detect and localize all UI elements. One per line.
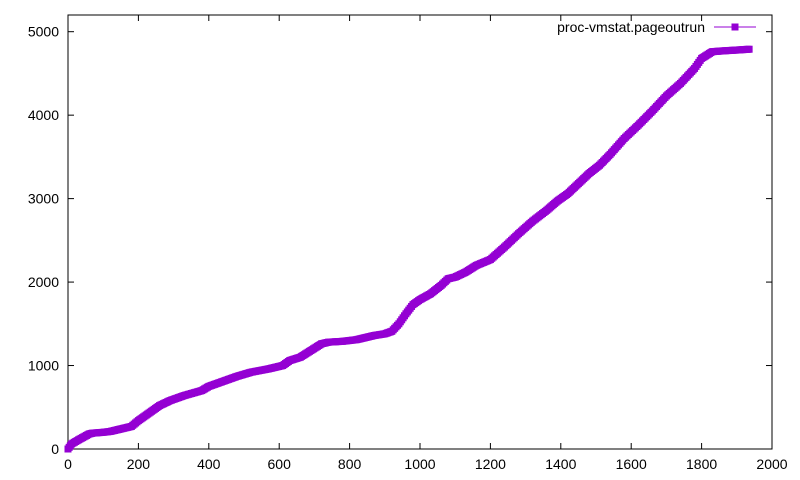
x-tick-label: 1200 <box>475 456 506 472</box>
x-tick-label: 1800 <box>686 456 717 472</box>
x-tick-label: 1400 <box>545 456 576 472</box>
data-point-marker <box>745 45 753 53</box>
legend-marker-swatch <box>731 23 739 31</box>
plot-frame <box>67 14 773 450</box>
series-line <box>66 47 751 451</box>
x-tick-label: 0 <box>64 456 72 472</box>
y-tick-label: 3000 <box>28 191 59 207</box>
x-tick-label: 1600 <box>616 456 647 472</box>
x-tick-label: 800 <box>338 456 362 472</box>
plot-frame-layer <box>67 14 773 450</box>
y-tick-label: 4000 <box>28 107 59 123</box>
y-tick-label: 1000 <box>28 358 59 374</box>
x-tick-label: 2000 <box>756 456 787 472</box>
x-tick-label: 1000 <box>404 456 435 472</box>
x-tick-label: 400 <box>197 456 221 472</box>
x-tick-label: 600 <box>268 456 292 472</box>
y-tick-label: 5000 <box>28 24 59 40</box>
ticks-layer: 0 200 400 600 800 1000 1200 1400 1600 1800 2000 0 10… <box>28 15 788 472</box>
legend-label: proc-vmstat.pageoutrun <box>557 19 705 35</box>
x-tick-label: 200 <box>127 456 151 472</box>
y-tick-label: 0 <box>51 441 59 457</box>
series-layer <box>64 45 753 453</box>
legend: proc-vmstat.pageoutrun <box>557 19 756 35</box>
y-tick-label: 2000 <box>28 274 59 290</box>
